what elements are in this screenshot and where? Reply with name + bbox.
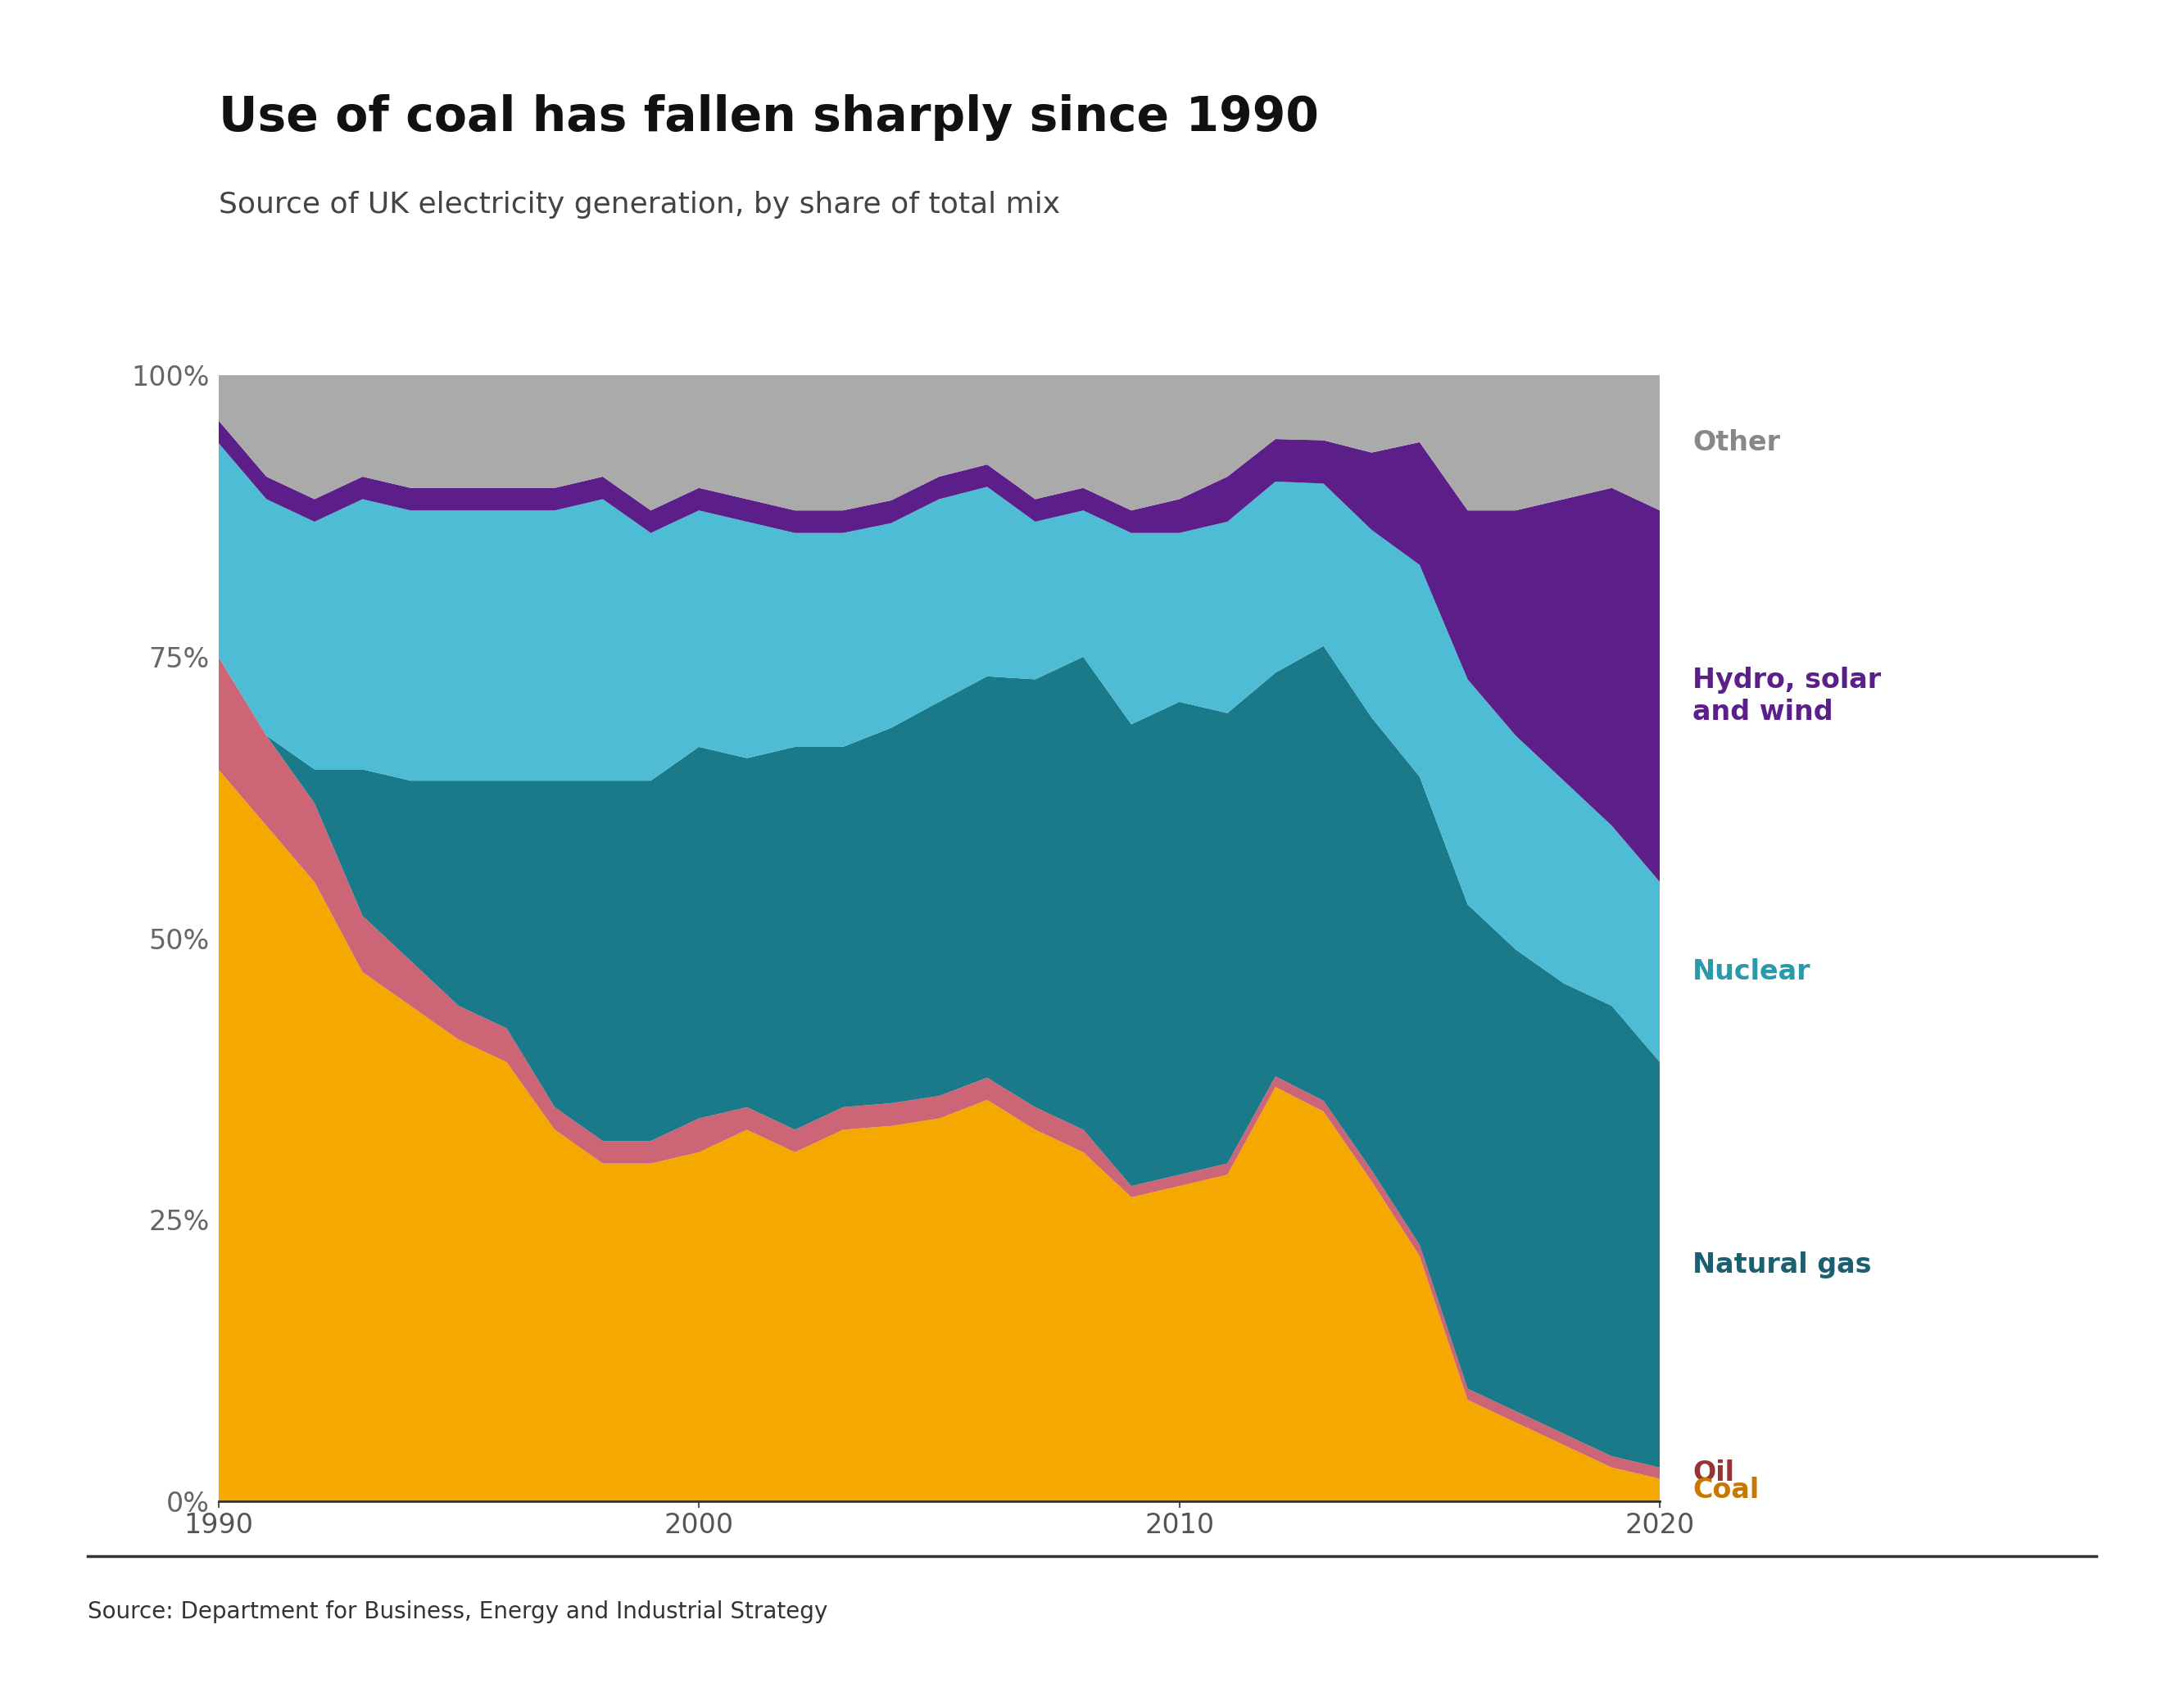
Text: Other: Other [1693,430,1780,457]
Text: Oil: Oil [1693,1460,1734,1486]
Text: Hydro, solar
and wind: Hydro, solar and wind [1693,667,1880,727]
Text: Natural gas: Natural gas [1693,1250,1872,1278]
Text: Nuclear: Nuclear [1693,959,1811,986]
Text: Coal: Coal [1693,1476,1758,1503]
Text: Source: Department for Business, Energy and Industrial Strategy: Source: Department for Business, Energy … [87,1600,828,1624]
Text: Use of coal has fallen sharply since 1990: Use of coal has fallen sharply since 199… [218,94,1319,140]
Text: BBC: BBC [1985,1604,2055,1636]
Text: Source of UK electricity generation, by share of total mix: Source of UK electricity generation, by … [218,191,1059,218]
